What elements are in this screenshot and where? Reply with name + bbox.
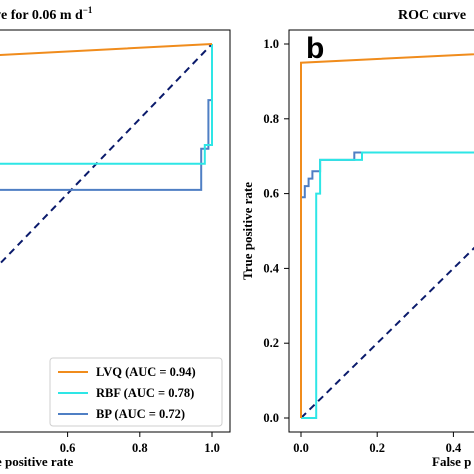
legend: LVQ (AUC = 0.94) RBF (AUC = 0.78) BP (AU… (49, 357, 223, 427)
bp-roc-line (300, 151, 474, 418)
left-x-axis-label: e positive rate (0, 454, 73, 469)
x-tick-label: 0.6 (60, 441, 76, 455)
chance-diagonal (300, 246, 474, 419)
right-panel: ROC curve b 0.0 0.2 0.40.00.20.40.60.81.0 … (240, 8, 474, 469)
y-tick-label: 1.0 (263, 37, 279, 51)
x-tick-label: 1.0 (204, 441, 220, 455)
lvq-roc-line (0, 43, 213, 56)
x-tick-label: 0.8 (132, 441, 148, 455)
x-tick-label: 0.0 (293, 441, 309, 455)
left-diagonal-line (0, 43, 213, 266)
rbf-roc-line (0, 44, 213, 165)
right-y-axis-label: True positive rate (240, 182, 255, 280)
lvq-roc-line (300, 53, 474, 418)
left-series-lines (0, 43, 213, 191)
x-tick-label: 0.4 (446, 441, 462, 455)
left-x-ticks: 0.6 0.8 1.0 (60, 432, 220, 455)
left-panel: ve for 0.06 m d−1 0.6 0.8 1.0 e positive r… (0, 5, 231, 469)
y-tick-label: 0.4 (263, 261, 279, 275)
bp-roc-line (0, 44, 213, 191)
legend-box (49, 357, 223, 427)
y-tick-label: 0.0 (263, 411, 279, 425)
right-chart-title: ROC curve (398, 8, 466, 23)
y-tick-label: 0.8 (263, 112, 279, 126)
right-plot-frame (288, 29, 474, 433)
right-axis-ticks: 0.0 0.2 0.4 0.0 0.2 0.4 0.6 0.8 1.0 (263, 37, 462, 455)
legend-label-rbf: RBF (AUC = 0.78) (96, 386, 194, 400)
chance-diagonal (0, 43, 213, 266)
panel-letter-b: b (306, 32, 324, 65)
left-plot-frame (0, 29, 231, 433)
left-title-superscript: −1 (83, 5, 93, 15)
left-chart-title: ve for 0.06 m d−1 (0, 5, 93, 23)
right-diagonal-line (300, 246, 474, 419)
y-tick-label: 0.6 (263, 187, 279, 201)
right-x-axis-label: False p (432, 454, 471, 469)
rbf-roc-line (301, 151, 474, 419)
legend-label-bp: BP (AUC = 0.72) (96, 407, 185, 421)
x-tick-label: 0.2 (369, 441, 385, 455)
y-tick-label: 0.2 (263, 336, 279, 350)
right-series-lines (300, 53, 474, 419)
legend-label-lvq: LVQ (AUC = 0.94) (96, 365, 196, 379)
